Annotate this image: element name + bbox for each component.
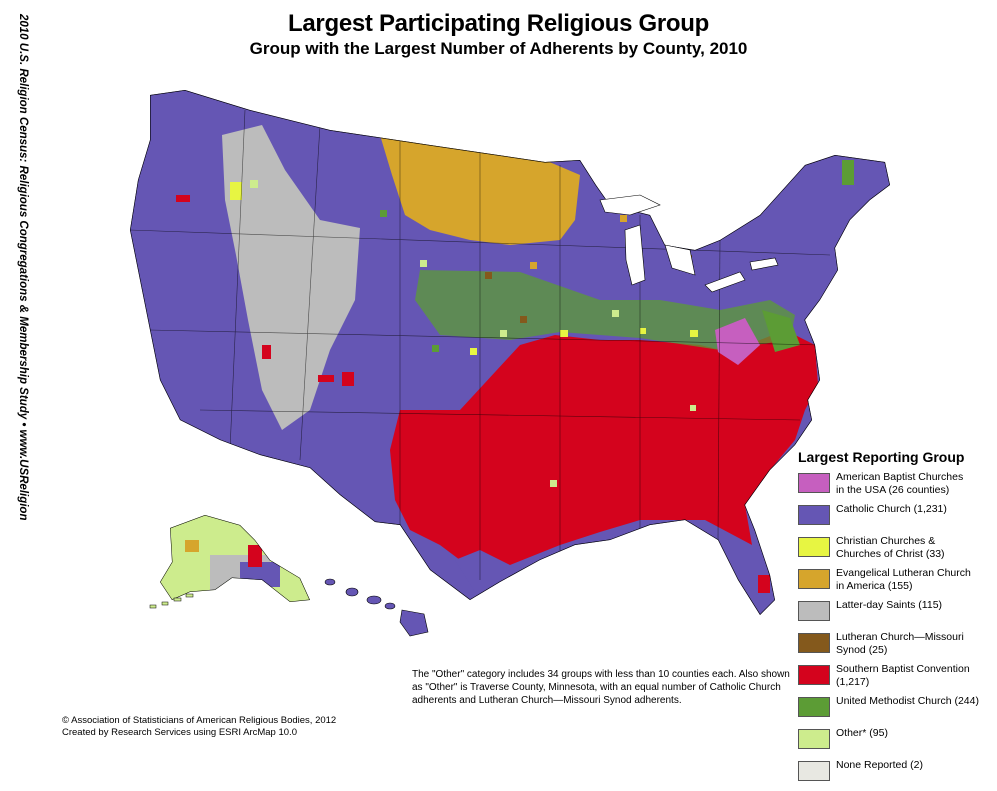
legend-label: United Methodist Church (244): [836, 695, 979, 707]
aleutian-islands: [149, 593, 194, 609]
legend-label: Lutheran Church—Missouri Synod (25): [836, 631, 964, 656]
hawaii: [324, 578, 429, 637]
legend-label: American Baptist Churches in the USA (26…: [836, 471, 964, 496]
legend-swatch: [798, 505, 830, 525]
legend-item: Southern Baptist Convention (1,217): [798, 663, 993, 689]
legend-swatch: [798, 601, 830, 621]
legend-swatch: [798, 473, 830, 493]
legend-item: None Reported (2): [798, 759, 993, 785]
legend-label: None Reported (2): [836, 759, 923, 771]
legend-item: Other* (95): [798, 727, 993, 753]
copyright: © Association of Statisticians of Americ…: [62, 715, 337, 738]
great-lakes: [599, 194, 779, 293]
footnote: The "Other" category includes 34 groups …: [412, 669, 790, 706]
legend-label: Evangelical Lutheran Church in America (…: [836, 567, 971, 592]
us-map: [130, 90, 890, 637]
legend-label: Christian Churches & Churches of Christ …: [836, 535, 945, 560]
map-title: Largest Participating Religious Group: [288, 10, 709, 37]
legend-swatch: [798, 633, 830, 653]
alaska: [160, 515, 310, 602]
legend-swatch: [798, 697, 830, 717]
side-label: 2010 U.S. Religion Census: Religious Con…: [8, 10, 34, 520]
legend-label: Southern Baptist Convention (1,217): [836, 663, 970, 688]
legend-label: Latter-day Saints (115): [836, 599, 943, 611]
legend-swatch: [798, 729, 830, 749]
side-label-text: 2010 U.S. Religion Census: Religious Con…: [17, 13, 29, 520]
legend-item: Evangelical Lutheran Church in America (…: [798, 567, 993, 593]
map-subtitle: Group with the Largest Number of Adheren…: [249, 39, 748, 58]
legend-item: American Baptist Churches in the USA (26…: [798, 471, 993, 497]
legend-item: Catholic Church (1,231): [798, 503, 993, 529]
legend-item: Christian Churches & Churches of Christ …: [798, 535, 993, 561]
legend-title: Largest Reporting Group: [798, 449, 965, 465]
legend-label: Catholic Church (1,231): [836, 503, 947, 515]
map-legend: Largest Reporting Group American Baptist…: [798, 449, 993, 791]
legend-label: Other* (95): [836, 727, 888, 739]
legend-item: Latter-day Saints (115): [798, 599, 993, 625]
legend-item: United Methodist Church (244): [798, 695, 993, 721]
legend-swatch: [798, 569, 830, 589]
legend-swatch: [798, 761, 830, 781]
legend-swatch: [798, 665, 830, 685]
legend-item: Lutheran Church—Missouri Synod (25): [798, 631, 993, 657]
legend-swatch: [798, 537, 830, 557]
